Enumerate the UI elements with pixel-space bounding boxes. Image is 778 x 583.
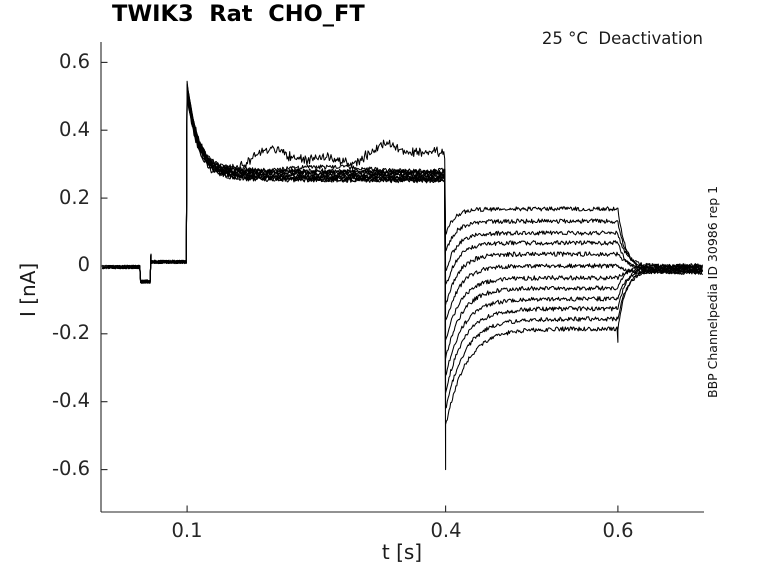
condition-annotation: 25 °C Deactivation	[541, 29, 703, 48]
y-tick-label: -0.4	[51, 389, 90, 412]
current-trace	[102, 84, 703, 394]
current-traces	[102, 80, 703, 471]
current-trace	[102, 80, 703, 471]
source-annotation: BBP Channelpedia ID 30986 rep 1	[705, 185, 720, 398]
y-tick-label: 0	[77, 253, 90, 276]
y-tick-label: -0.6	[51, 457, 90, 480]
x-tick-label: 0.1	[171, 519, 203, 542]
current-trace	[102, 86, 703, 377]
y-tick-label: 0.4	[58, 118, 90, 141]
y-tick-label: -0.2	[51, 321, 90, 344]
y-tick-label: 0.6	[58, 50, 90, 73]
x-tick-label: 0.6	[602, 519, 634, 542]
current-trace	[102, 83, 703, 409]
x-tick-label: 0.4	[430, 519, 462, 542]
current-trace	[102, 97, 703, 284]
axes-spines	[100, 42, 704, 513]
page-title: TWIK3 Rat CHO_FT	[112, 1, 365, 27]
tick-marks	[101, 61, 619, 512]
x-axis-label: t [s]	[381, 540, 423, 564]
y-tick-label: 0.2	[58, 186, 90, 209]
